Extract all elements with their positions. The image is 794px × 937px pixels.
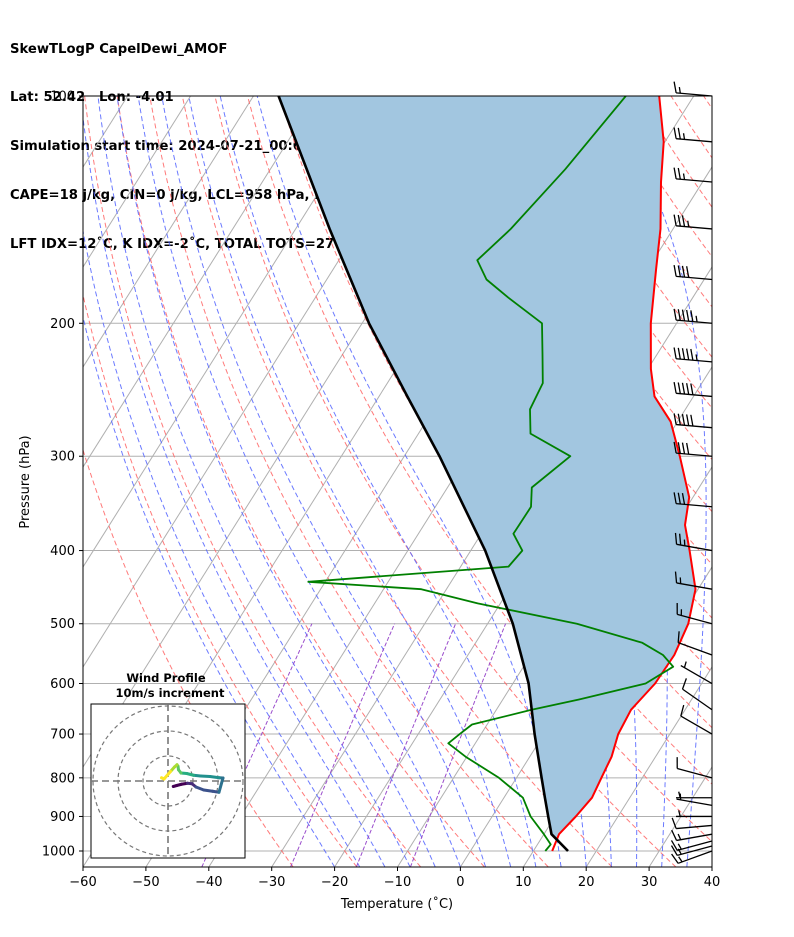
wind-barb xyxy=(671,817,713,830)
isotherm-line xyxy=(711,866,712,867)
isotherm-line xyxy=(83,96,380,568)
dry-adiabat-line xyxy=(116,96,485,867)
mixing-ratio-line xyxy=(290,623,396,867)
y-tick-label: 500 xyxy=(50,617,75,632)
title-line-station: SkewTLogP CapelDewi_AMOF xyxy=(10,41,228,57)
wind-barb xyxy=(681,678,713,711)
wind-barb xyxy=(676,810,712,818)
y-axis-label: Pressure (hPa) xyxy=(18,435,33,528)
dry-adiabat-line xyxy=(670,96,712,159)
wind-barb xyxy=(673,167,713,183)
isotherm-line xyxy=(83,96,191,268)
dry-adiabat-line xyxy=(214,96,677,867)
wind-barb xyxy=(677,631,713,656)
wind-barb xyxy=(680,661,713,685)
y-tick-label: 600 xyxy=(50,677,75,692)
dry-adiabat-line xyxy=(703,96,712,110)
moist-adiabat-line xyxy=(83,314,336,867)
hodograph-trace-segment xyxy=(199,774,212,778)
y-tick-label: 100 xyxy=(50,90,75,105)
y-tick-label: 200 xyxy=(50,317,75,332)
moist-adiabat-line xyxy=(161,96,487,867)
wind-barb xyxy=(671,850,713,864)
hodograph-subtitle: 10m/s increment xyxy=(116,686,225,700)
isotherm-line xyxy=(83,96,254,368)
wind-barb xyxy=(673,127,713,143)
wind-barb xyxy=(673,81,713,97)
moist-adiabat-line xyxy=(116,96,436,867)
wind-barb xyxy=(673,441,713,457)
wind-barb xyxy=(676,791,712,799)
dewpoint-profile-line xyxy=(307,96,675,852)
wind-barbs xyxy=(670,81,713,864)
dry-adiabat-line xyxy=(83,448,294,867)
title-line-coordinates: Lat: 52.42 Lon: -4.01 xyxy=(10,90,174,106)
moist-adiabat-line xyxy=(256,96,562,867)
y-tick-label: 900 xyxy=(50,810,75,825)
x-tick-label: 0 xyxy=(456,875,464,890)
y-tick-label: 400 xyxy=(50,544,75,559)
x-tick-label: 10 xyxy=(515,875,532,890)
wind-barb xyxy=(673,413,713,429)
mixing-ratio-line xyxy=(409,623,507,867)
x-tick-label: −40 xyxy=(195,875,222,890)
x-tick-label: −10 xyxy=(384,875,411,890)
wind-barb xyxy=(673,492,713,508)
moist-adiabat-line xyxy=(610,96,707,867)
hodograph-trace-segment xyxy=(208,775,221,780)
dry-adiabat-line xyxy=(149,96,549,867)
moist-adiabat-line xyxy=(137,96,461,867)
wind-barb xyxy=(674,532,713,552)
mixing-ratio-line xyxy=(355,623,457,867)
y-tick-label: 700 xyxy=(50,728,75,743)
wind-barb xyxy=(673,381,713,398)
hodograph-trace-segment xyxy=(162,770,172,781)
wind-barb xyxy=(673,347,713,363)
wind-barb xyxy=(671,829,713,842)
x-tick-label: −60 xyxy=(69,875,96,890)
x-axis-label: Temperature (˚C) xyxy=(340,896,453,912)
hodograph-plot xyxy=(91,704,245,858)
parcel-profile-line xyxy=(277,96,569,852)
isotherm-line xyxy=(585,666,712,867)
hodograph-inset: Wind Profile 10m/s increment xyxy=(90,671,246,859)
hodograph-trace-segment xyxy=(217,776,225,794)
temperature-profile-line xyxy=(551,96,697,852)
hodograph-trace-segment xyxy=(160,776,166,781)
x-tick-label: −50 xyxy=(132,875,159,890)
wind-barb xyxy=(673,214,713,230)
y-tick-label: 1000 xyxy=(42,845,75,860)
x-tick-label: 40 xyxy=(704,875,721,890)
wind-barb xyxy=(670,840,713,851)
moist-adiabat-line xyxy=(97,96,411,867)
wind-barb xyxy=(674,571,713,590)
isotherm-line xyxy=(0,96,2,867)
dry-adiabat-line xyxy=(769,96,794,867)
isotherm-line xyxy=(83,96,317,468)
x-tick-label: 20 xyxy=(578,875,595,890)
moist-adiabat-line xyxy=(711,861,712,867)
hodograph-title: Wind Profile xyxy=(126,671,206,685)
wind-barb xyxy=(673,308,713,324)
dry-adiabat-line xyxy=(83,292,358,867)
cape-shaded-area xyxy=(278,96,696,838)
x-tick-label: 30 xyxy=(641,875,658,890)
moist-adiabat-line xyxy=(219,96,537,867)
y-tick-label: 800 xyxy=(50,771,75,786)
wind-barb xyxy=(676,603,713,625)
moist-adiabat-line xyxy=(83,228,361,867)
y-tick-label: 300 xyxy=(50,450,75,465)
wind-barb xyxy=(673,265,713,281)
wind-barb xyxy=(680,704,713,735)
x-tick-label: −30 xyxy=(258,875,285,890)
dry-adiabat-line xyxy=(736,96,794,867)
wind-barb xyxy=(676,757,713,779)
x-tick-label: −20 xyxy=(321,875,348,890)
